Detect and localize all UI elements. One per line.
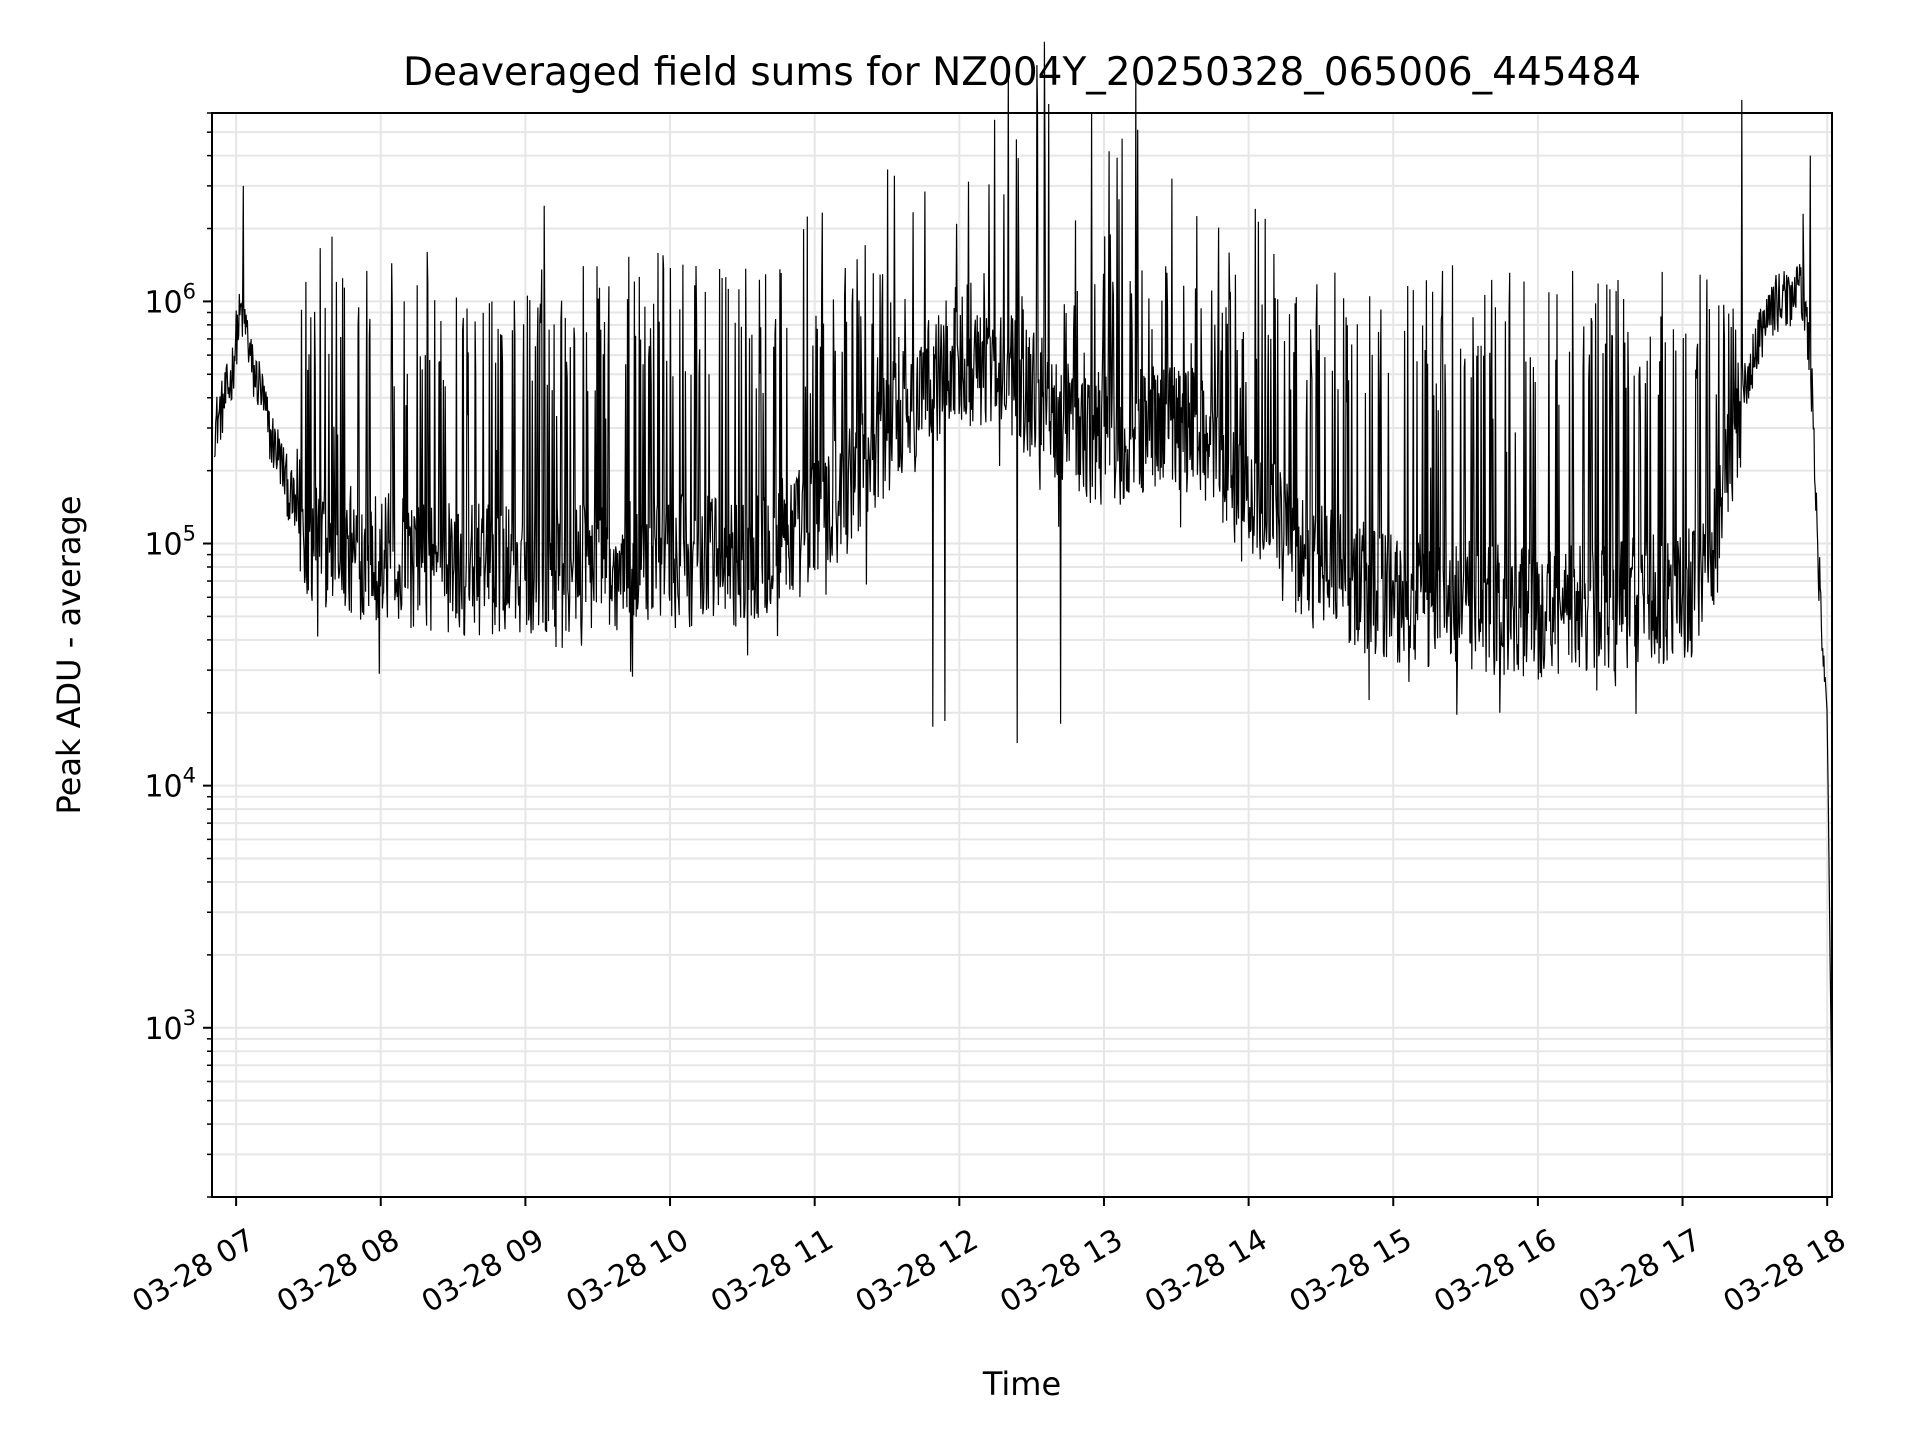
x-tick-label: 03-28 17 bbox=[1573, 1222, 1707, 1320]
x-tick-label: 03-28 08 bbox=[271, 1222, 405, 1320]
y-tick-label: 106 bbox=[144, 279, 196, 320]
x-tick-label: 03-28 11 bbox=[705, 1222, 839, 1320]
y-tick-base: 10 bbox=[144, 285, 182, 320]
y-tick-base: 10 bbox=[144, 528, 182, 563]
x-tick-label: 03-28 09 bbox=[416, 1222, 550, 1320]
y-tick-base: 10 bbox=[144, 770, 182, 805]
grid bbox=[212, 112, 1832, 1198]
x-tick-label: 03-28 18 bbox=[1718, 1222, 1852, 1320]
x-tick-label: 03-28 07 bbox=[127, 1222, 261, 1320]
y-tick-label: 103 bbox=[144, 1006, 196, 1047]
x-tick-label: 03-28 14 bbox=[1139, 1222, 1273, 1320]
x-tick-label: 03-28 16 bbox=[1428, 1222, 1562, 1320]
y-tick-exponent: 6 bbox=[183, 279, 196, 303]
y-tick-exponent: 5 bbox=[183, 522, 196, 546]
x-axis-label: Time bbox=[982, 1365, 1061, 1403]
plot-frame bbox=[211, 112, 1833, 1198]
y-tick-exponent: 4 bbox=[183, 764, 196, 788]
x-tick-label: 03-28 12 bbox=[850, 1222, 984, 1320]
y-tick-base: 10 bbox=[144, 1012, 182, 1047]
series-line bbox=[213, 41, 1833, 1125]
y-tick-label: 105 bbox=[144, 522, 196, 563]
chart-title: Deaveraged field sums for NZ004Y_2025032… bbox=[403, 50, 1641, 95]
y-tick-exponent: 3 bbox=[183, 1006, 196, 1030]
data-series bbox=[213, 41, 1833, 1125]
y-tick-label: 104 bbox=[144, 764, 196, 805]
y-axis-label: Peak ADU - average bbox=[50, 496, 88, 815]
x-tick-label: 03-28 13 bbox=[994, 1222, 1128, 1320]
x-tick-label: 03-28 15 bbox=[1284, 1222, 1418, 1320]
x-tick-label: 03-28 10 bbox=[561, 1222, 695, 1320]
